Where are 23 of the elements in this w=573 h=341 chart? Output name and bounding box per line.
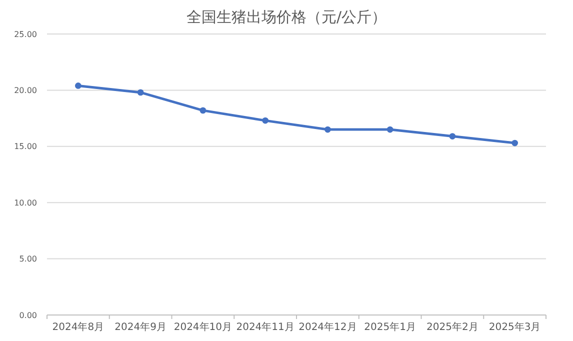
y-tick-label: 10.00 bbox=[14, 198, 37, 208]
y-tick-label: 20.00 bbox=[14, 86, 37, 95]
chart-title: 全国生猪出场价格（元/公斤） bbox=[186, 8, 387, 26]
x-tick-label: 2024年12月 bbox=[298, 321, 357, 333]
point bbox=[137, 89, 144, 96]
point bbox=[449, 133, 456, 140]
point bbox=[512, 140, 518, 146]
x-tick-label: 2024年8月 bbox=[52, 321, 104, 333]
x-tick-label: 2024年9月 bbox=[114, 321, 166, 333]
point bbox=[262, 117, 269, 124]
y-tick-label: 25.00 bbox=[14, 30, 37, 39]
point bbox=[324, 126, 331, 133]
x-tick-label: 2025年2月 bbox=[426, 321, 478, 333]
x-tick-label: 2024年11月 bbox=[236, 321, 294, 333]
x-tick-label: 2024年10月 bbox=[174, 321, 232, 333]
x-tick-label: 2025年1月 bbox=[364, 321, 416, 333]
point bbox=[74, 82, 82, 89]
point bbox=[200, 107, 206, 114]
y-tick-label: 0.00 bbox=[19, 310, 37, 320]
y-tick-label: 15.00 bbox=[14, 142, 37, 152]
y-tick-label: 5.00 bbox=[19, 254, 37, 264]
point bbox=[386, 126, 394, 133]
x-tick-label: 2025年3月 bbox=[488, 321, 541, 333]
